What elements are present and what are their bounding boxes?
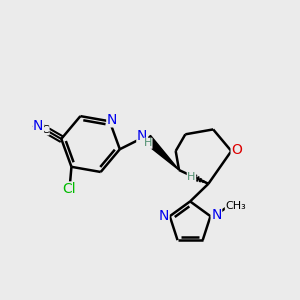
Text: N: N [33, 118, 43, 133]
Text: C: C [41, 125, 49, 135]
Text: N: N [159, 209, 169, 223]
Polygon shape [144, 135, 179, 170]
Text: N: N [137, 129, 147, 143]
Text: H: H [187, 172, 196, 182]
Text: N: N [107, 113, 117, 127]
Text: O: O [231, 143, 242, 157]
Text: N: N [211, 208, 222, 222]
Text: H: H [144, 138, 152, 148]
Text: Cl: Cl [63, 182, 76, 196]
Text: CH₃: CH₃ [225, 201, 246, 211]
